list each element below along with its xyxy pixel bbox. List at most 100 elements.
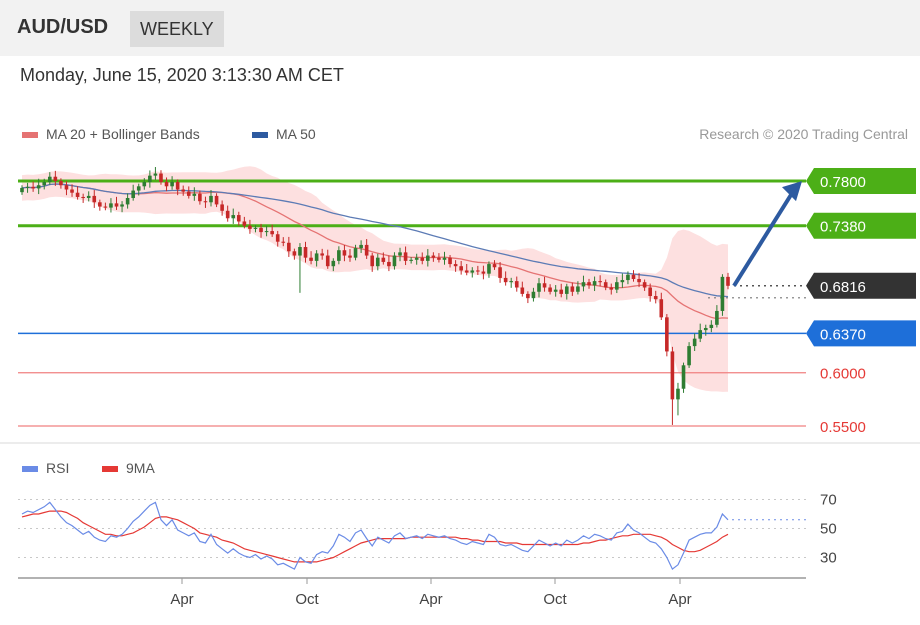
candle-body (626, 274, 630, 281)
rsi-tick-label: 50 (820, 521, 837, 538)
candle-body (437, 257, 441, 260)
level-tag-bg (806, 320, 916, 347)
candle-body (687, 346, 691, 366)
candle-body (259, 227, 263, 233)
candle-body (242, 221, 247, 226)
candle-body (581, 282, 586, 287)
candle-body (720, 276, 725, 311)
candle-body (181, 189, 186, 192)
candle-body (86, 195, 91, 199)
rsi-tick-label: 70 (820, 492, 837, 509)
level-label: 0.6816 (820, 279, 866, 296)
candle-body (459, 266, 463, 271)
candle-body (703, 327, 708, 331)
candle-body (359, 244, 363, 249)
candle-body (398, 252, 402, 256)
symbol-title: AUD/USD (17, 16, 109, 38)
rsi-label: RSI (46, 460, 70, 476)
candle-body (403, 252, 408, 261)
x-tick-label: Oct (543, 591, 567, 608)
candle-body (314, 253, 319, 261)
copyright-text: Research © 2020 Trading Central (699, 126, 908, 142)
candle-body (531, 291, 536, 299)
candle-body (281, 241, 286, 243)
candle-body (392, 255, 397, 267)
candle-body (248, 225, 252, 229)
candle-body (609, 287, 614, 290)
candle-body (637, 278, 641, 283)
level-label: 0.7800 (820, 174, 866, 191)
candle-body (592, 281, 597, 286)
candle-body (442, 257, 447, 260)
ma20-label: MA 20 + Bollinger Bands (46, 126, 200, 142)
candle-body (387, 261, 391, 267)
candle-body (370, 255, 375, 267)
candle-body (487, 264, 491, 274)
candle-body (175, 182, 180, 190)
candle-body (431, 255, 436, 258)
candle-body (159, 173, 163, 183)
candle-body (47, 176, 52, 183)
candle-body (615, 282, 619, 290)
candle-body (220, 204, 224, 211)
candle-body (653, 296, 658, 300)
candle-body (709, 324, 714, 328)
rsi-tick-label: 30 (820, 550, 837, 567)
candle-body (698, 330, 703, 339)
chart-datetime: Monday, June 15, 2020 3:13:30 AM CET (20, 65, 344, 85)
candle-body (81, 196, 85, 199)
candle-body (287, 242, 291, 252)
forecast-arrow-head (782, 181, 802, 202)
chart-header: AUD/USD WEEKLY (0, 0, 920, 56)
candle-body (270, 231, 274, 235)
candle-body (125, 198, 130, 205)
ma50-label: MA 50 (276, 126, 316, 142)
candle-body (603, 282, 608, 288)
candle-body (148, 175, 152, 183)
candle-body (109, 203, 113, 208)
candle-body (298, 247, 302, 256)
level-label: 0.6000 (820, 366, 866, 383)
rsi-ma9-line (21, 510, 729, 563)
candle-body (598, 281, 602, 283)
candle-body (353, 248, 358, 258)
candle-body (642, 282, 647, 288)
candle-body (325, 255, 330, 267)
legend-ma9: 9MA (102, 460, 155, 476)
candle-body (53, 176, 58, 181)
candle-body (692, 338, 697, 347)
candle-body (98, 202, 102, 207)
candle-body (481, 271, 486, 274)
candle-body (64, 185, 69, 190)
candle-body (726, 276, 730, 286)
legend-ma50: MA 50 (252, 126, 316, 142)
candle-body (665, 317, 669, 352)
candle-body (348, 255, 352, 258)
ma9-label: 9MA (126, 460, 155, 476)
candle-body (420, 257, 425, 261)
candle-body (576, 286, 580, 292)
x-tick-label: Apr (419, 591, 442, 608)
candle-body (192, 193, 197, 196)
candle-body (503, 277, 508, 283)
candle-body (715, 310, 719, 325)
candle-body (142, 182, 147, 187)
candle-body (120, 204, 124, 207)
level-label: 0.7380 (820, 219, 866, 236)
candle-body (564, 286, 569, 294)
candle-body (553, 289, 558, 292)
candle-body (426, 255, 430, 261)
candle-body (381, 257, 386, 262)
candle-body (320, 253, 324, 256)
candle-body (331, 260, 336, 267)
candle-body (103, 206, 108, 208)
candle-body (414, 257, 419, 260)
candle-body (70, 189, 74, 193)
candle-body (275, 234, 280, 242)
candle-body (36, 185, 41, 189)
legend-rsi: RSI (22, 460, 69, 476)
candle-body (186, 191, 191, 196)
candle-body (375, 257, 380, 267)
candle-body (153, 173, 158, 176)
period-badge[interactable]: WEEKLY (130, 11, 224, 47)
